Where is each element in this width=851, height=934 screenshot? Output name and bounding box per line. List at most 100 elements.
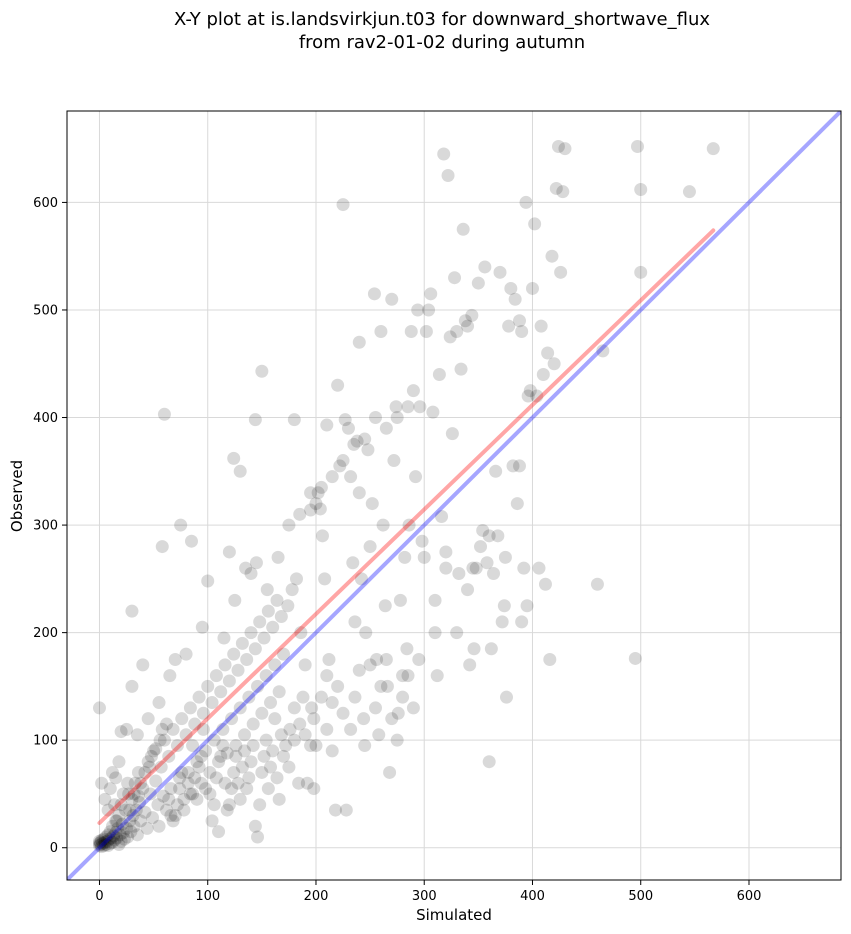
data-point bbox=[95, 833, 109, 847]
grid-lines bbox=[67, 111, 841, 880]
y-tick-label: 600 bbox=[33, 196, 58, 211]
data-point bbox=[253, 615, 267, 629]
data-point bbox=[196, 722, 210, 736]
data-point bbox=[428, 593, 442, 607]
data-point bbox=[279, 739, 293, 753]
data-point bbox=[92, 836, 106, 850]
data-point bbox=[466, 561, 480, 575]
data-point bbox=[95, 840, 109, 854]
data-point bbox=[98, 835, 112, 849]
x-axis-ticks: 0 100 200 300 400 500 600 bbox=[95, 880, 761, 904]
data-point bbox=[186, 739, 200, 753]
data-point bbox=[590, 577, 604, 591]
data-point bbox=[365, 497, 379, 511]
data-point bbox=[117, 832, 131, 846]
data-point bbox=[283, 722, 297, 736]
chart-title-line-1: X-Y plot at is.landsvirkjun.t03 for down… bbox=[174, 9, 710, 30]
data-point bbox=[450, 626, 464, 640]
data-point bbox=[112, 755, 126, 769]
data-point bbox=[391, 706, 405, 720]
data-point bbox=[134, 814, 148, 828]
data-point bbox=[125, 679, 139, 693]
data-point bbox=[383, 765, 397, 779]
data-point bbox=[325, 696, 339, 710]
data-point bbox=[528, 217, 542, 231]
data-point bbox=[203, 765, 217, 779]
data-point bbox=[538, 577, 552, 591]
data-point bbox=[428, 626, 442, 640]
data-point bbox=[390, 733, 404, 747]
data-point bbox=[179, 728, 193, 742]
data-point bbox=[285, 583, 299, 597]
data-point bbox=[222, 545, 236, 559]
data-point bbox=[307, 712, 321, 726]
data-point bbox=[199, 744, 213, 758]
data-point bbox=[558, 142, 572, 156]
data-point bbox=[387, 454, 401, 468]
data-point bbox=[325, 470, 339, 484]
data-point bbox=[152, 819, 166, 833]
data-point bbox=[374, 679, 388, 693]
data-point bbox=[105, 819, 119, 833]
data-point bbox=[630, 139, 644, 153]
data-point bbox=[216, 722, 230, 736]
data-point bbox=[108, 833, 122, 847]
data-point bbox=[94, 835, 108, 849]
data-point bbox=[136, 658, 150, 672]
data-point bbox=[282, 760, 296, 774]
data-point bbox=[545, 249, 559, 263]
data-point bbox=[328, 803, 342, 817]
data-point bbox=[331, 378, 345, 392]
data-point bbox=[181, 765, 195, 779]
data-point bbox=[229, 749, 243, 763]
data-point bbox=[320, 418, 334, 432]
data-point bbox=[469, 561, 483, 575]
data-point bbox=[108, 798, 122, 812]
data-point bbox=[94, 838, 108, 852]
data-point bbox=[682, 185, 696, 199]
data-point bbox=[385, 712, 399, 726]
data-point bbox=[463, 658, 477, 672]
data-point bbox=[471, 276, 485, 290]
plot-frame bbox=[66, 110, 842, 881]
data-point bbox=[130, 828, 144, 842]
data-point bbox=[287, 413, 301, 427]
data-point bbox=[261, 782, 275, 796]
data-point bbox=[450, 324, 464, 338]
data-point bbox=[502, 319, 516, 333]
y-tick-label: 100 bbox=[33, 734, 58, 749]
y-tick-label: 200 bbox=[33, 626, 58, 641]
data-point bbox=[493, 265, 507, 279]
data-point bbox=[482, 529, 496, 543]
data-point bbox=[101, 839, 115, 853]
data-point bbox=[231, 776, 245, 790]
data-point bbox=[554, 265, 568, 279]
data-point bbox=[294, 626, 308, 640]
data-point bbox=[225, 782, 239, 796]
data-point bbox=[92, 839, 106, 853]
data-point bbox=[480, 556, 494, 570]
data-point bbox=[205, 814, 219, 828]
data-point bbox=[123, 803, 137, 817]
data-point bbox=[325, 744, 339, 758]
y-tick-label: 400 bbox=[33, 411, 58, 426]
data-point bbox=[465, 308, 479, 322]
data-point bbox=[274, 728, 288, 742]
data-point bbox=[154, 760, 168, 774]
data-point bbox=[120, 722, 134, 736]
data-point bbox=[168, 808, 182, 822]
data-point bbox=[344, 722, 358, 736]
data-point bbox=[233, 792, 247, 806]
data-point bbox=[541, 346, 555, 360]
data-point bbox=[304, 739, 318, 753]
data-point bbox=[190, 792, 204, 806]
data-point bbox=[133, 796, 147, 810]
data-point bbox=[246, 739, 260, 753]
data-point bbox=[212, 755, 226, 769]
data-point bbox=[109, 771, 123, 785]
data-point bbox=[348, 690, 362, 704]
data-point bbox=[478, 260, 492, 274]
data-point bbox=[424, 287, 438, 301]
data-point bbox=[500, 690, 514, 704]
data-point bbox=[149, 742, 163, 756]
